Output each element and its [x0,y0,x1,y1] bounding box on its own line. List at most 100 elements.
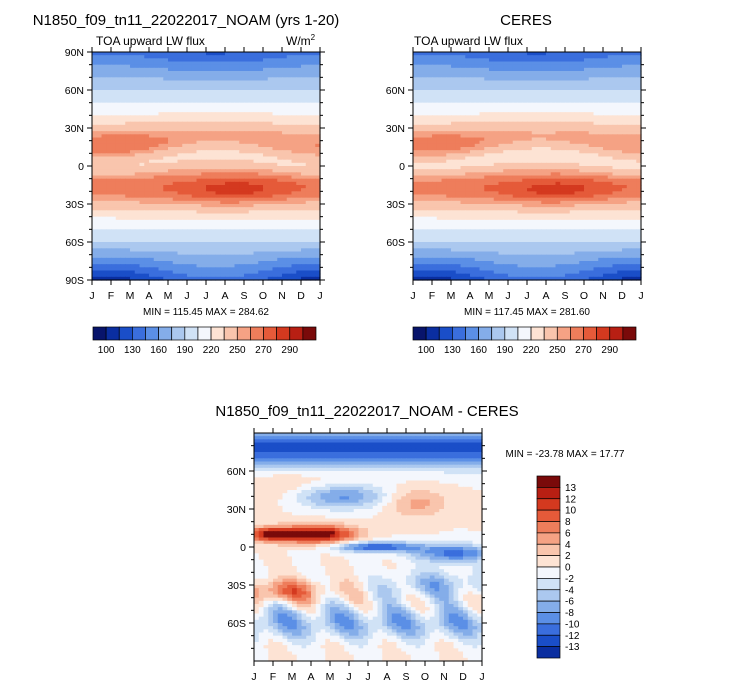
heatmap-cell [134,175,141,180]
heatmap-cell [546,58,552,63]
heatmap-cell [277,204,283,208]
heatmap-cell [225,264,231,268]
heatmap-cell [115,112,122,116]
heatmap-cell [153,251,160,256]
heatmap-cell [96,248,103,253]
heatmap-cell [272,254,278,259]
heatmap-cell [310,197,316,202]
heatmap-cell [215,172,221,177]
heatmap-cell [512,102,519,107]
heatmap-cell [191,112,198,116]
heatmap-cell [201,83,207,88]
heatmap-cell [579,137,585,142]
heatmap-cell [210,121,217,126]
heatmap-cell [225,172,231,177]
heatmap-cell [617,52,623,56]
heatmap-cell [172,128,179,132]
heatmap-cell [277,147,283,151]
heatmap-cell [315,166,321,170]
heatmap-cell [158,159,164,164]
heatmap-cell [239,159,245,164]
heatmap-cell [517,150,523,154]
heatmap-cell [139,178,145,183]
heatmap-cell [617,83,623,88]
heatmap-cell [153,261,160,265]
heatmap-cell [258,147,264,151]
heatmap-cell [489,93,495,97]
heatmap-cell [253,178,259,183]
heatmap-cell [263,270,269,275]
heatmap-cell [187,80,193,85]
heatmap-cell [244,204,250,208]
heatmap-cell [168,270,174,275]
heatmap-cell [555,83,561,88]
heatmap-cell [244,181,250,186]
heatmap-cell [310,172,316,177]
heatmap-cell [111,251,117,256]
heatmap-cell [315,226,321,230]
heatmap-cell [315,147,321,151]
heatmap-cell [139,147,145,151]
heatmap-cell [465,115,471,120]
heatmap-cell [234,216,240,221]
heatmap-cell [584,55,590,59]
heatmap-cell [612,118,618,123]
heatmap-cell [125,153,131,158]
heatmap-cell [253,245,259,249]
heatmap-cell [234,191,240,196]
heatmap-cell [267,232,274,237]
heatmap-cell [229,80,236,85]
heatmap-cell [263,200,269,205]
heatmap-cell [215,223,221,227]
heatmap-cell [315,112,321,116]
heatmap-cell [422,55,428,59]
heatmap-cell [182,251,188,256]
heatmap-cell [272,67,278,72]
heatmap-cell [244,131,250,135]
heatmap-cell [196,52,202,56]
heatmap-cell [187,61,193,66]
heatmap-cell [210,235,217,240]
heatmap-cell [503,61,509,66]
heatmap-cell [593,128,599,132]
heatmap-cell [120,121,126,126]
heatmap-cell [229,118,236,123]
heatmap-cell [310,254,316,259]
heatmap-cell [282,267,288,272]
heatmap-cell [153,140,160,145]
heatmap-cell [607,118,614,123]
heatmap-cell [153,181,160,186]
heatmap-cell [253,99,259,104]
heatmap-cell [139,58,145,63]
heatmap-cell [617,74,623,78]
heatmap-cell [134,257,141,262]
heatmap-cell [92,276,98,281]
heatmap-cell [182,191,188,196]
heatmap-cell [493,109,500,113]
heatmap-cell [101,276,107,281]
heatmap-cell [460,64,466,69]
heatmap-cell [187,162,193,167]
heatmap-cell [220,172,226,177]
heatmap-cell [291,99,297,104]
heatmap-cell [225,194,231,199]
heatmap-cell [489,55,495,59]
heatmap-cell [310,134,316,139]
heatmap-cell [305,175,312,180]
heatmap-cell [560,131,566,135]
heatmap-cell [149,238,155,243]
heatmap-cell [115,166,122,170]
heatmap-cell [263,140,269,145]
heatmap-cell [517,105,523,110]
heatmap-cell [565,67,571,72]
heatmap-cell [272,204,278,208]
heatmap-cell [139,131,145,135]
heatmap-cell [229,242,236,246]
heatmap-cell [191,156,198,161]
heatmap-cell [210,93,217,97]
heatmap-cell [560,137,566,142]
heatmap-cell [239,226,245,230]
heatmap-cell [263,90,269,94]
heatmap-cell [436,67,443,72]
heatmap-cell [244,238,250,243]
